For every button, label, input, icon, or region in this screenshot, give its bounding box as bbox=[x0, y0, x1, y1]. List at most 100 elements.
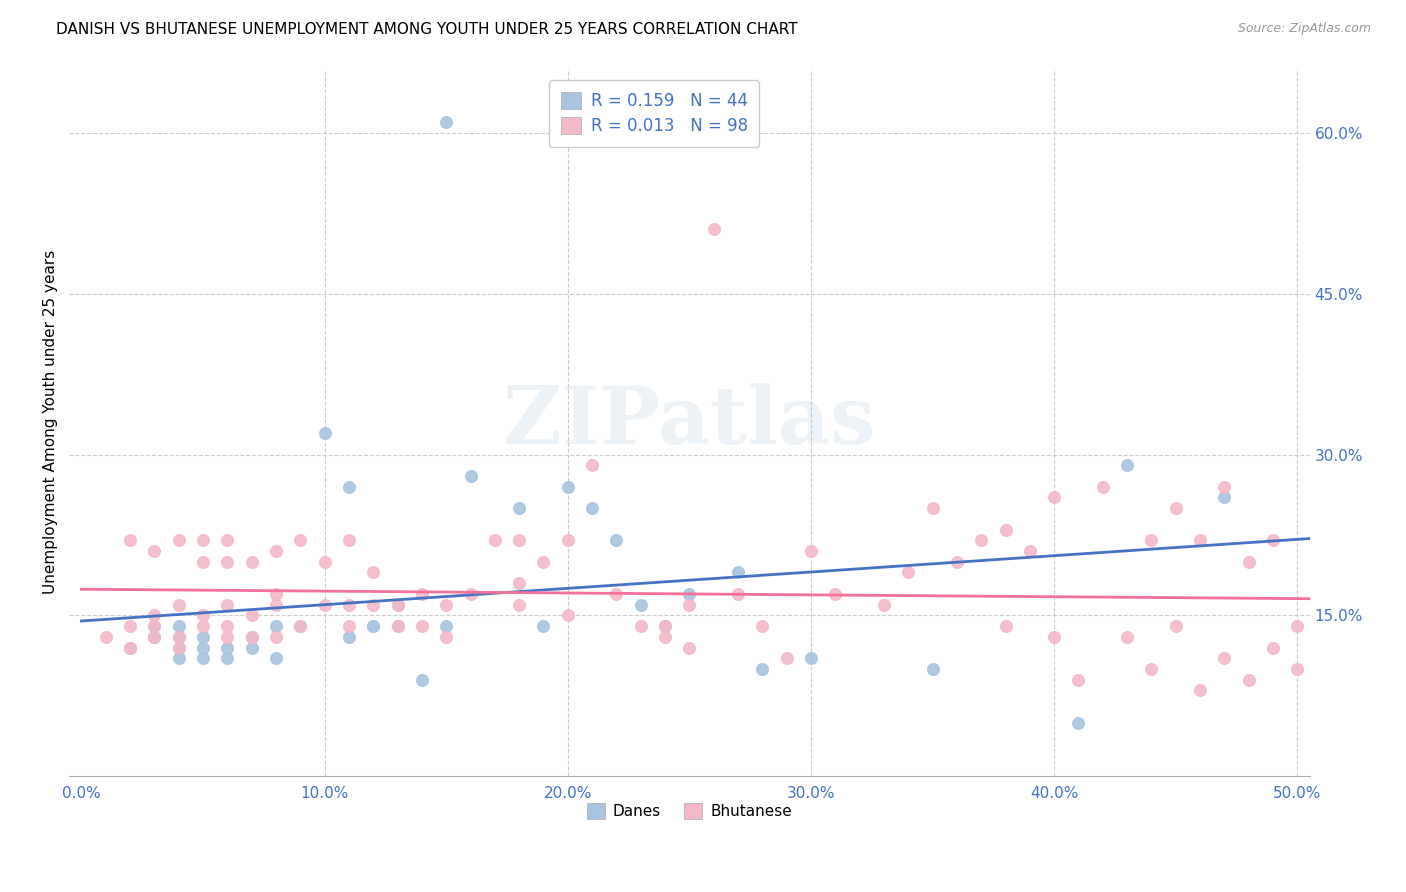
Point bbox=[264, 587, 287, 601]
Point bbox=[387, 619, 409, 633]
Point bbox=[921, 662, 943, 676]
Point bbox=[751, 662, 773, 676]
Point bbox=[1286, 619, 1309, 633]
Point bbox=[1213, 480, 1236, 494]
Point bbox=[290, 619, 312, 633]
Point bbox=[605, 587, 627, 601]
Point bbox=[361, 598, 384, 612]
Point bbox=[191, 640, 214, 655]
Point bbox=[678, 587, 700, 601]
Point bbox=[1189, 683, 1212, 698]
Point bbox=[387, 598, 409, 612]
Point bbox=[654, 630, 676, 644]
Point bbox=[337, 480, 360, 494]
Point bbox=[654, 619, 676, 633]
Point bbox=[460, 587, 482, 601]
Point bbox=[337, 630, 360, 644]
Point bbox=[1213, 651, 1236, 665]
Point bbox=[217, 533, 239, 548]
Point bbox=[167, 533, 190, 548]
Point bbox=[167, 598, 190, 612]
Point bbox=[897, 566, 920, 580]
Point bbox=[290, 619, 312, 633]
Point bbox=[167, 651, 190, 665]
Point bbox=[240, 555, 263, 569]
Point bbox=[994, 523, 1017, 537]
Point bbox=[484, 533, 506, 548]
Point bbox=[314, 426, 336, 441]
Point bbox=[217, 555, 239, 569]
Point bbox=[1213, 491, 1236, 505]
Point bbox=[533, 619, 555, 633]
Point bbox=[727, 566, 749, 580]
Point bbox=[581, 501, 603, 516]
Point bbox=[751, 619, 773, 633]
Point bbox=[873, 598, 896, 612]
Point bbox=[921, 501, 943, 516]
Point bbox=[1140, 662, 1163, 676]
Point bbox=[264, 544, 287, 558]
Point bbox=[727, 587, 749, 601]
Point bbox=[1384, 673, 1406, 687]
Point bbox=[1018, 544, 1040, 558]
Point bbox=[191, 555, 214, 569]
Point bbox=[1140, 533, 1163, 548]
Point bbox=[217, 651, 239, 665]
Point bbox=[800, 544, 823, 558]
Point bbox=[1334, 533, 1357, 548]
Point bbox=[1310, 651, 1333, 665]
Point bbox=[314, 598, 336, 612]
Point bbox=[1237, 673, 1260, 687]
Point bbox=[240, 630, 263, 644]
Point bbox=[1164, 619, 1187, 633]
Point bbox=[775, 651, 797, 665]
Point bbox=[1067, 673, 1090, 687]
Point bbox=[508, 576, 530, 591]
Point bbox=[167, 640, 190, 655]
Point bbox=[581, 458, 603, 473]
Point bbox=[630, 619, 652, 633]
Point bbox=[217, 619, 239, 633]
Point bbox=[217, 640, 239, 655]
Point bbox=[167, 630, 190, 644]
Point bbox=[167, 630, 190, 644]
Point bbox=[337, 598, 360, 612]
Point bbox=[337, 619, 360, 633]
Point bbox=[1043, 630, 1066, 644]
Point bbox=[434, 598, 457, 612]
Legend: Danes, Bhutanese: Danes, Bhutanese bbox=[581, 797, 799, 825]
Point bbox=[970, 533, 993, 548]
Point bbox=[508, 501, 530, 516]
Point bbox=[191, 630, 214, 644]
Point bbox=[460, 469, 482, 483]
Y-axis label: Unemployment Among Youth under 25 years: Unemployment Among Youth under 25 years bbox=[44, 251, 58, 594]
Point bbox=[118, 619, 141, 633]
Point bbox=[533, 555, 555, 569]
Point bbox=[191, 651, 214, 665]
Point bbox=[1164, 501, 1187, 516]
Point bbox=[1043, 491, 1066, 505]
Point bbox=[1261, 533, 1284, 548]
Text: Source: ZipAtlas.com: Source: ZipAtlas.com bbox=[1237, 22, 1371, 36]
Point bbox=[94, 630, 117, 644]
Point bbox=[678, 598, 700, 612]
Point bbox=[411, 619, 433, 633]
Point bbox=[361, 619, 384, 633]
Point bbox=[264, 630, 287, 644]
Point bbox=[143, 608, 166, 623]
Point bbox=[1334, 683, 1357, 698]
Point bbox=[191, 608, 214, 623]
Point bbox=[361, 619, 384, 633]
Point bbox=[387, 619, 409, 633]
Point bbox=[557, 533, 579, 548]
Point bbox=[118, 533, 141, 548]
Point bbox=[143, 630, 166, 644]
Point bbox=[217, 630, 239, 644]
Point bbox=[1091, 480, 1114, 494]
Point bbox=[143, 630, 166, 644]
Point bbox=[264, 598, 287, 612]
Point bbox=[290, 533, 312, 548]
Point bbox=[167, 619, 190, 633]
Point bbox=[1360, 619, 1382, 633]
Point bbox=[217, 598, 239, 612]
